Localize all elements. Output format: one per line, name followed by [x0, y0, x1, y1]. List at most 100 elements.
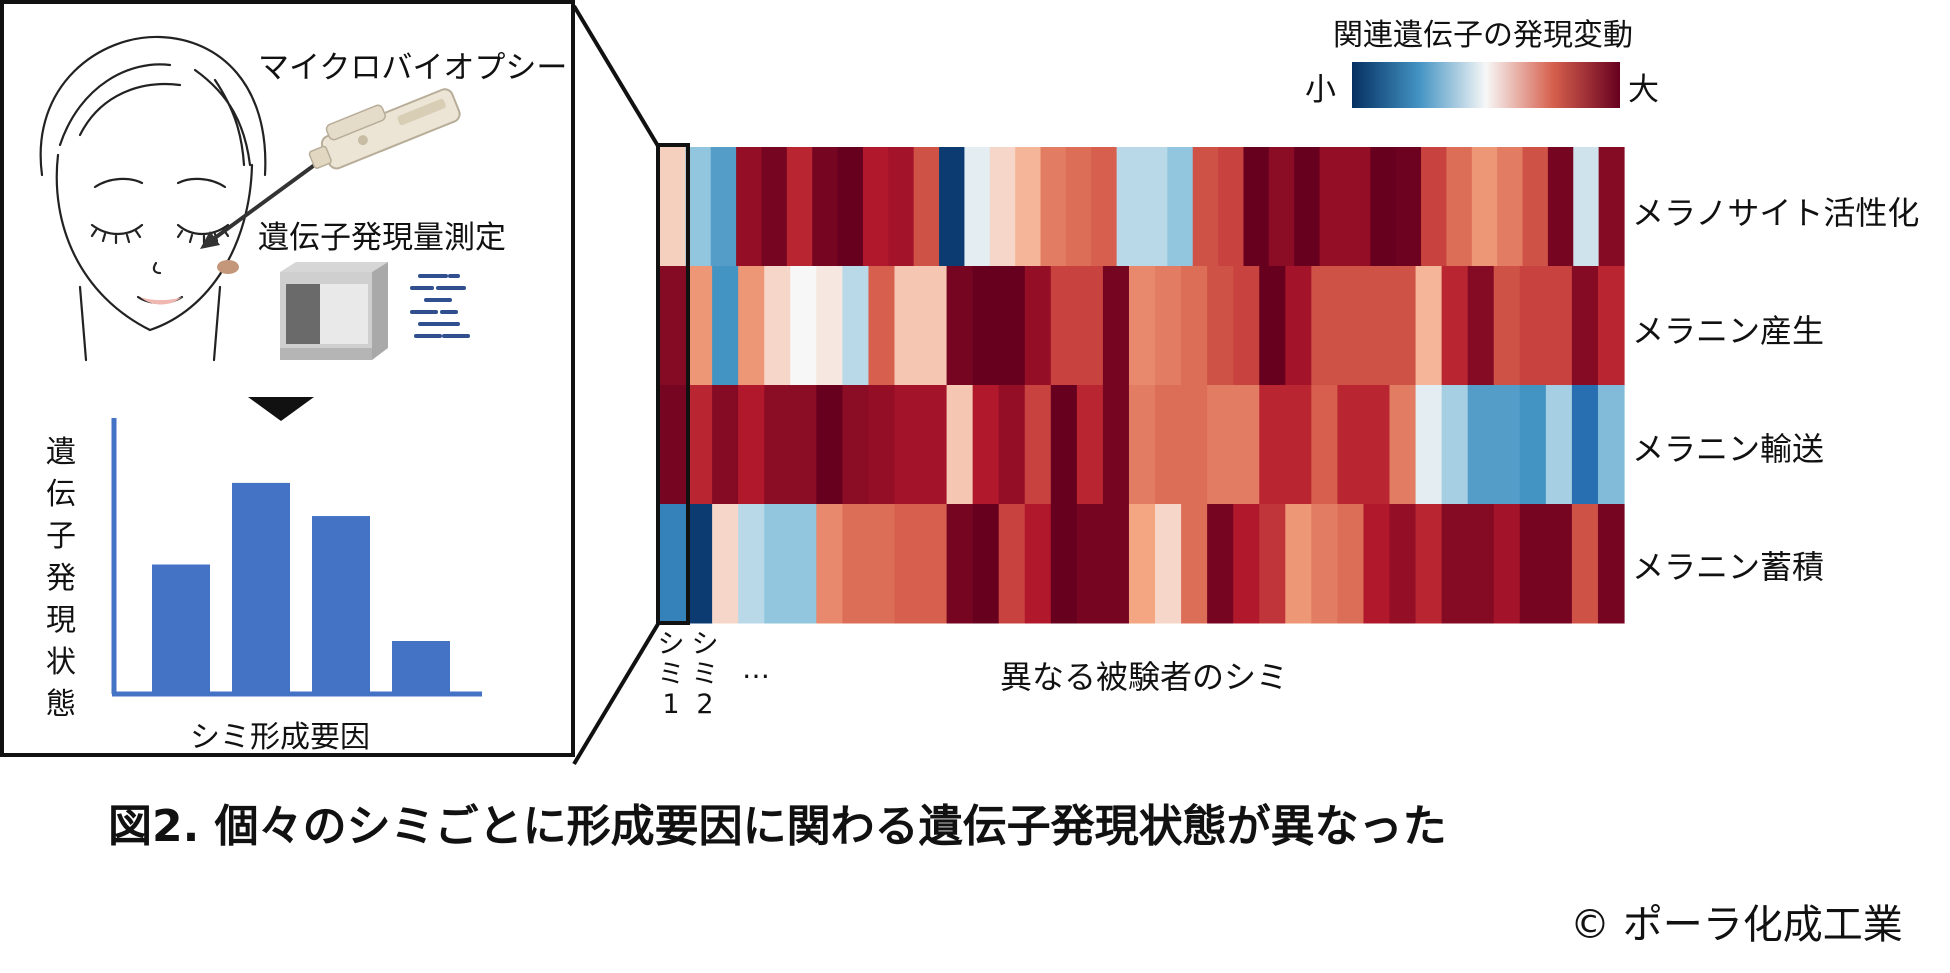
heatmap-cell: [1370, 147, 1397, 267]
heatmap-cell: [1024, 385, 1052, 505]
heatmap-cell: [1545, 385, 1573, 505]
heatmap-cell: [1024, 266, 1052, 386]
biopsy-label: マイクロバイオプシー: [258, 50, 568, 86]
heatmap-cell: [1128, 504, 1156, 624]
heatmap-cell: [1467, 385, 1495, 505]
heatmap-cell: [1155, 266, 1182, 386]
heatmap-cell: [862, 147, 889, 267]
heatmap-cell: [972, 385, 1000, 505]
heatmap-cell: [764, 504, 791, 624]
heatmap-cell: [837, 147, 864, 267]
heatmap-cell: [1311, 266, 1338, 386]
heatmap-cell: [1547, 147, 1574, 267]
heatmap-cell: [920, 266, 948, 386]
heatmap-cell: [1076, 504, 1104, 624]
heatmap-cell: [660, 504, 687, 624]
heatmap-cell: [1259, 266, 1286, 386]
heatmap-cell: [738, 385, 765, 505]
heatmap-cell: [1493, 266, 1521, 386]
heatmap-cell: [738, 266, 765, 386]
heatmap-cell: [1415, 504, 1443, 624]
heatmap-cell: [1181, 266, 1208, 386]
ylabel-char: 遺: [46, 435, 76, 470]
heatmap-cell: [1446, 147, 1473, 267]
heatmap-cell: [894, 266, 922, 386]
heatmap-cell: [972, 266, 1000, 386]
heatmap-cell: [1155, 385, 1182, 505]
heatmap-cell: [1050, 266, 1078, 386]
heatmap-cell: [1218, 147, 1245, 267]
heatmap-cell: [1421, 147, 1448, 267]
heatmap-cell: [939, 147, 966, 267]
heatmap-cell: [1545, 266, 1573, 386]
heatmap-cell: [686, 266, 713, 386]
row-label: メラノサイト活性化: [1632, 194, 1920, 232]
heatmap-cell: [1522, 147, 1549, 267]
heatmap-cell: [1233, 266, 1260, 386]
heatmap-cell: [868, 504, 896, 624]
heatmap-cell: [764, 266, 791, 386]
heatmap-cell: [1207, 385, 1234, 505]
heatmap-cell: [1268, 147, 1295, 267]
heatmap-cell: [1285, 266, 1312, 386]
legend-colorbar: [1352, 62, 1620, 108]
heatmap-cell: [1337, 266, 1365, 386]
mini-bar: [312, 516, 370, 692]
left-eye: [90, 223, 144, 245]
heatmap-cell: [786, 147, 813, 267]
sequence-data-icon: [410, 274, 470, 338]
heatmap-cell: [686, 385, 713, 505]
heatmap-cell: [1192, 147, 1219, 267]
heatmap-cell: [1155, 504, 1182, 624]
face-contour: [55, 153, 254, 332]
heatmap-cell: [920, 504, 948, 624]
heatmap-cell: [1040, 147, 1067, 267]
neck: [78, 285, 222, 362]
heatmap-cell: [894, 504, 922, 624]
heatmap-cell: [1024, 504, 1052, 624]
heatmap-cell: [1233, 385, 1260, 505]
heatmap-cell: [1545, 504, 1573, 624]
heatmap-cell: [913, 147, 940, 267]
heatmap-cell: [1207, 504, 1234, 624]
heatmap-cell: [1207, 266, 1234, 386]
heatmap-cell: [816, 266, 843, 386]
nose: [152, 261, 162, 275]
mini-bar: [232, 482, 290, 692]
legend-low-label: 小: [1305, 72, 1336, 108]
heatmap-cell: [1076, 266, 1104, 386]
heatmap-cell: [1311, 504, 1338, 624]
heatmap-cell: [1128, 266, 1156, 386]
heatmap-cell: [1519, 266, 1547, 386]
x-axis-caption: 異なる被験者のシミ: [1000, 658, 1289, 696]
mini-chart-ylabel: 遺 伝 子 発 現 状 態: [46, 432, 76, 726]
heatmap-cell: [1311, 385, 1338, 505]
heatmap-cell: [1395, 147, 1422, 267]
heatmap-cell: [1102, 385, 1130, 505]
heatmap-cell: [660, 385, 687, 505]
down-arrow-icon: [248, 397, 314, 421]
heatmap-cell: [1050, 504, 1078, 624]
heatmap-cell: [1571, 385, 1599, 505]
left-eyebrow: [93, 177, 144, 189]
heatmap-cell: [1167, 147, 1194, 267]
ylabel-char: 状: [46, 645, 76, 680]
heatmap-cell: [1441, 266, 1469, 386]
heatmap-cell: [1128, 385, 1156, 505]
spot-marker: [217, 260, 239, 274]
heatmap-cell: [1259, 504, 1286, 624]
heatmap-cell: [1597, 266, 1625, 386]
heatmap-cell: [1597, 504, 1625, 624]
sample-label-char: シ: [657, 629, 685, 660]
copyright-text: © ポーラ化成工業: [1570, 902, 1903, 948]
heatmap-cell: [920, 385, 948, 505]
sample-1-highlight: [656, 143, 690, 625]
sample-2-label: シ ミ 2: [690, 630, 720, 720]
figure-title: 図2. 個々のシミごとに形成要因に関わる遺伝子発現状態が異なった: [108, 801, 1447, 852]
sample-label-char: 1: [662, 689, 680, 720]
heatmap-cell: [989, 147, 1016, 267]
heatmap-cell: [842, 385, 870, 505]
ellipsis-label: …: [742, 652, 770, 685]
sample-label-char: 2: [696, 689, 714, 720]
heatmap-cell: [1142, 147, 1168, 267]
